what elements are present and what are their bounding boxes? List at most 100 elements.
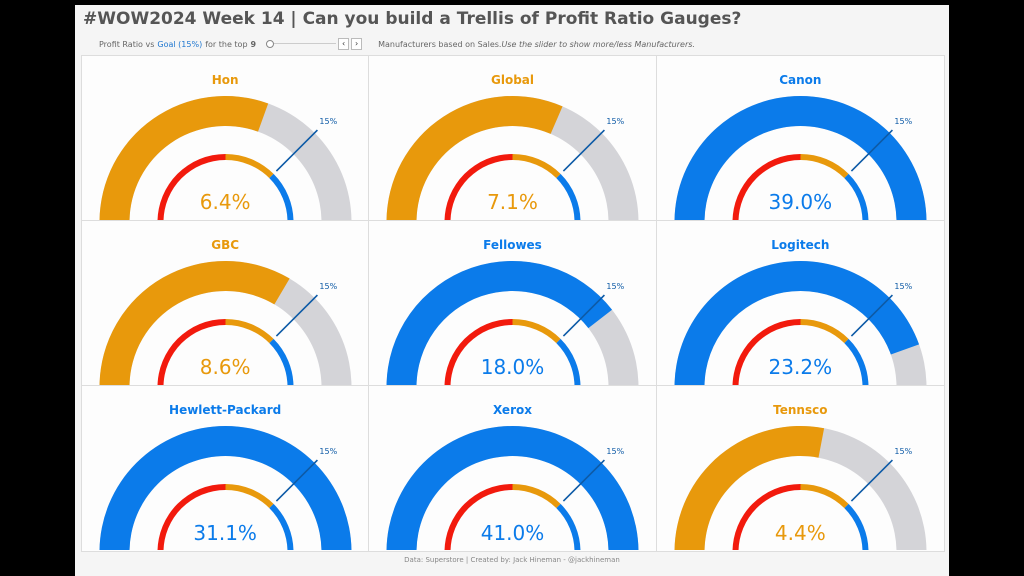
gauge-svg: 15%: [386, 261, 639, 385]
gauge-value: 18.0%: [480, 355, 545, 379]
gauge-band-high: [843, 338, 869, 385]
gauge-band-low: [444, 319, 513, 385]
footer-credits: Data: Superstore | Created by: Jack Hine…: [404, 556, 620, 564]
goal-marker: [275, 459, 318, 502]
top-n-value: 9: [250, 39, 257, 49]
gauge-band-high: [843, 503, 869, 550]
gauge-trellis: 15% Hon 6.4% 15% Global 7.1% 15% Canon 39.0% 15% G…: [81, 55, 945, 552]
gauge-title: Xerox: [493, 403, 532, 417]
gauge-band-low: [157, 154, 226, 220]
goal-label: 15%: [319, 117, 337, 126]
top-n-slider[interactable]: [266, 40, 337, 48]
gauge-band-mid: [225, 154, 274, 179]
goal-label: 15%: [319, 282, 337, 291]
gauge-band-mid: [512, 154, 561, 179]
slider-track[interactable]: [266, 43, 337, 44]
gauge-band-low: [444, 484, 513, 550]
goal-marker: [850, 129, 893, 172]
goal-marker: [275, 129, 318, 172]
goal-marker: [850, 459, 893, 502]
gauge-cell: 15% Tennsco 4.4%: [656, 386, 944, 551]
goal-marker: [850, 294, 893, 337]
gauge-fill: [674, 426, 824, 550]
gauge-fill: [386, 426, 639, 550]
gauge-cell: 15% Global 7.1%: [369, 56, 657, 221]
gauge-fill: [386, 96, 563, 220]
gauge-value: 23.2%: [768, 355, 833, 379]
goal-label: 15%: [607, 282, 625, 291]
gauge-band-high: [556, 173, 581, 220]
gauge-band-high: [556, 338, 581, 385]
gauge-title: Fellowes: [483, 238, 542, 252]
goal-label: Goal (15%): [157, 39, 203, 49]
gauge-value: 7.1%: [487, 190, 538, 214]
gauge-band-high: [269, 503, 294, 550]
gauge-fill: [674, 96, 927, 220]
gauge-band-high: [556, 503, 581, 550]
dashboard: #WOW2024 Week 14 | Can you build a Trell…: [75, 5, 949, 576]
goal-marker: [275, 294, 318, 337]
gauge-band-low: [732, 154, 801, 220]
gauge-value: 8.6%: [199, 355, 251, 379]
gauge-title: GBC: [211, 238, 240, 252]
gauge-band-low: [444, 154, 513, 220]
gauge-title: Logitech: [771, 238, 830, 252]
gauge-fill: [99, 96, 269, 220]
gauge-value: 31.1%: [193, 521, 257, 545]
gauge-value: 4.4%: [774, 521, 826, 545]
goal-label: 15%: [894, 282, 912, 291]
gauge-band-mid: [800, 154, 849, 179]
gauge-svg: 15%: [99, 426, 352, 550]
gauge-svg: 15%: [674, 261, 927, 385]
gauge-fill: [99, 426, 352, 550]
gauge-cell: 15% Hon 6.4%: [82, 56, 370, 221]
gauge-band-low: [157, 319, 226, 385]
gauge-title: Tennsco: [773, 403, 828, 417]
subtitle: Profit Ratio vs Goal (15%) for the top 9…: [99, 38, 695, 50]
dashboard-title: #WOW2024 Week 14 | Can you build a Trell…: [83, 9, 742, 29]
goal-label: 15%: [894, 447, 912, 456]
gauge-band-high: [269, 338, 294, 385]
next-button[interactable]: ›: [351, 38, 363, 50]
goal-label: 15%: [607, 447, 625, 456]
gauge-svg: 15%: [386, 96, 639, 220]
gauge-band-high: [269, 173, 294, 220]
gauge-band-mid: [512, 319, 561, 344]
subtitle-mid: for the top: [205, 39, 248, 49]
gauge-band-low: [732, 484, 801, 550]
gauge-cell: 15% Logitech 23.2%: [656, 221, 944, 386]
gauge-cell: 15% Hewlett-Packard 31.1%: [82, 386, 370, 551]
gauge-band-mid: [800, 319, 849, 344]
gauge-band-high: [843, 173, 869, 220]
gauge-title: Hon: [211, 73, 239, 87]
gauge-band-mid: [800, 484, 849, 509]
gauge-svg: 15%: [674, 426, 927, 550]
gauge-fill: [99, 261, 290, 385]
previous-button[interactable]: ‹: [338, 38, 350, 50]
gauge-band-mid: [512, 484, 561, 509]
gauge-fill: [386, 261, 613, 385]
goal-marker: [563, 294, 606, 337]
gauge-cell: 15% Canon 39.0%: [656, 56, 944, 221]
gauge-band-mid: [225, 484, 274, 509]
gauge-svg: 15%: [674, 96, 927, 220]
goal-marker: [563, 129, 606, 172]
gauge-value: 41.0%: [480, 521, 545, 545]
gauge-svg: 15%: [386, 426, 639, 550]
subtitle-prefix: Profit Ratio vs: [99, 39, 155, 49]
gauge-value: 39.0%: [768, 190, 833, 214]
gauge-title: Canon: [779, 73, 822, 87]
goal-label: 15%: [319, 447, 337, 456]
goal-label: 15%: [607, 117, 625, 126]
gauge-fill: [674, 261, 919, 385]
subtitle-hint: Use the slider to show more/less Manufac…: [501, 39, 695, 49]
subtitle-suffix: Manufacturers based on Sales.: [378, 39, 502, 49]
gauge-band-mid: [225, 319, 274, 344]
gauge-band-low: [732, 319, 801, 385]
gauge-cell: 15% GBC 8.6%: [82, 221, 370, 386]
gauge-title: Global: [490, 73, 534, 87]
gauge-cell: 15% Xerox 41.0%: [369, 386, 657, 551]
slider-thumb[interactable]: [266, 40, 275, 48]
gauge-value: 6.4%: [199, 190, 251, 214]
gauge-cell: 15% Fellowes 18.0%: [369, 221, 657, 386]
